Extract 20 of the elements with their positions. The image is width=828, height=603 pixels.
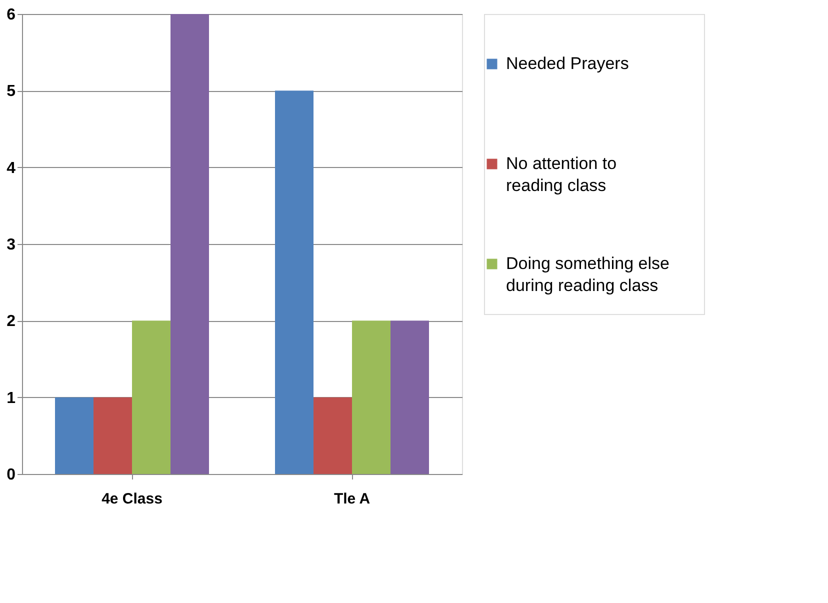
legend-label: Needed Prayers — [506, 54, 629, 73]
bar — [275, 90, 314, 474]
y-tick-label: 1 — [6, 390, 16, 407]
y-tick-label: 0 — [6, 466, 16, 484]
bar — [314, 397, 352, 474]
legend-label: No attention to reading class — [506, 154, 617, 195]
bar — [55, 397, 94, 474]
x-tick-label: 4e Class — [102, 490, 162, 508]
bar — [170, 14, 209, 474]
y-tick-label: 3 — [6, 236, 16, 254]
y-tick-label: 5 — [6, 83, 16, 100]
y-tick-label: 6 — [6, 6, 16, 24]
bar — [132, 320, 170, 474]
bar — [352, 320, 390, 474]
y-tick-label: 2 — [6, 313, 16, 330]
legend-label: Doing something else during reading class — [506, 254, 670, 295]
x-tick-label: Tle A — [334, 490, 370, 508]
y-tick-label: 4 — [6, 160, 16, 177]
bar — [94, 397, 132, 474]
bar — [390, 320, 429, 474]
